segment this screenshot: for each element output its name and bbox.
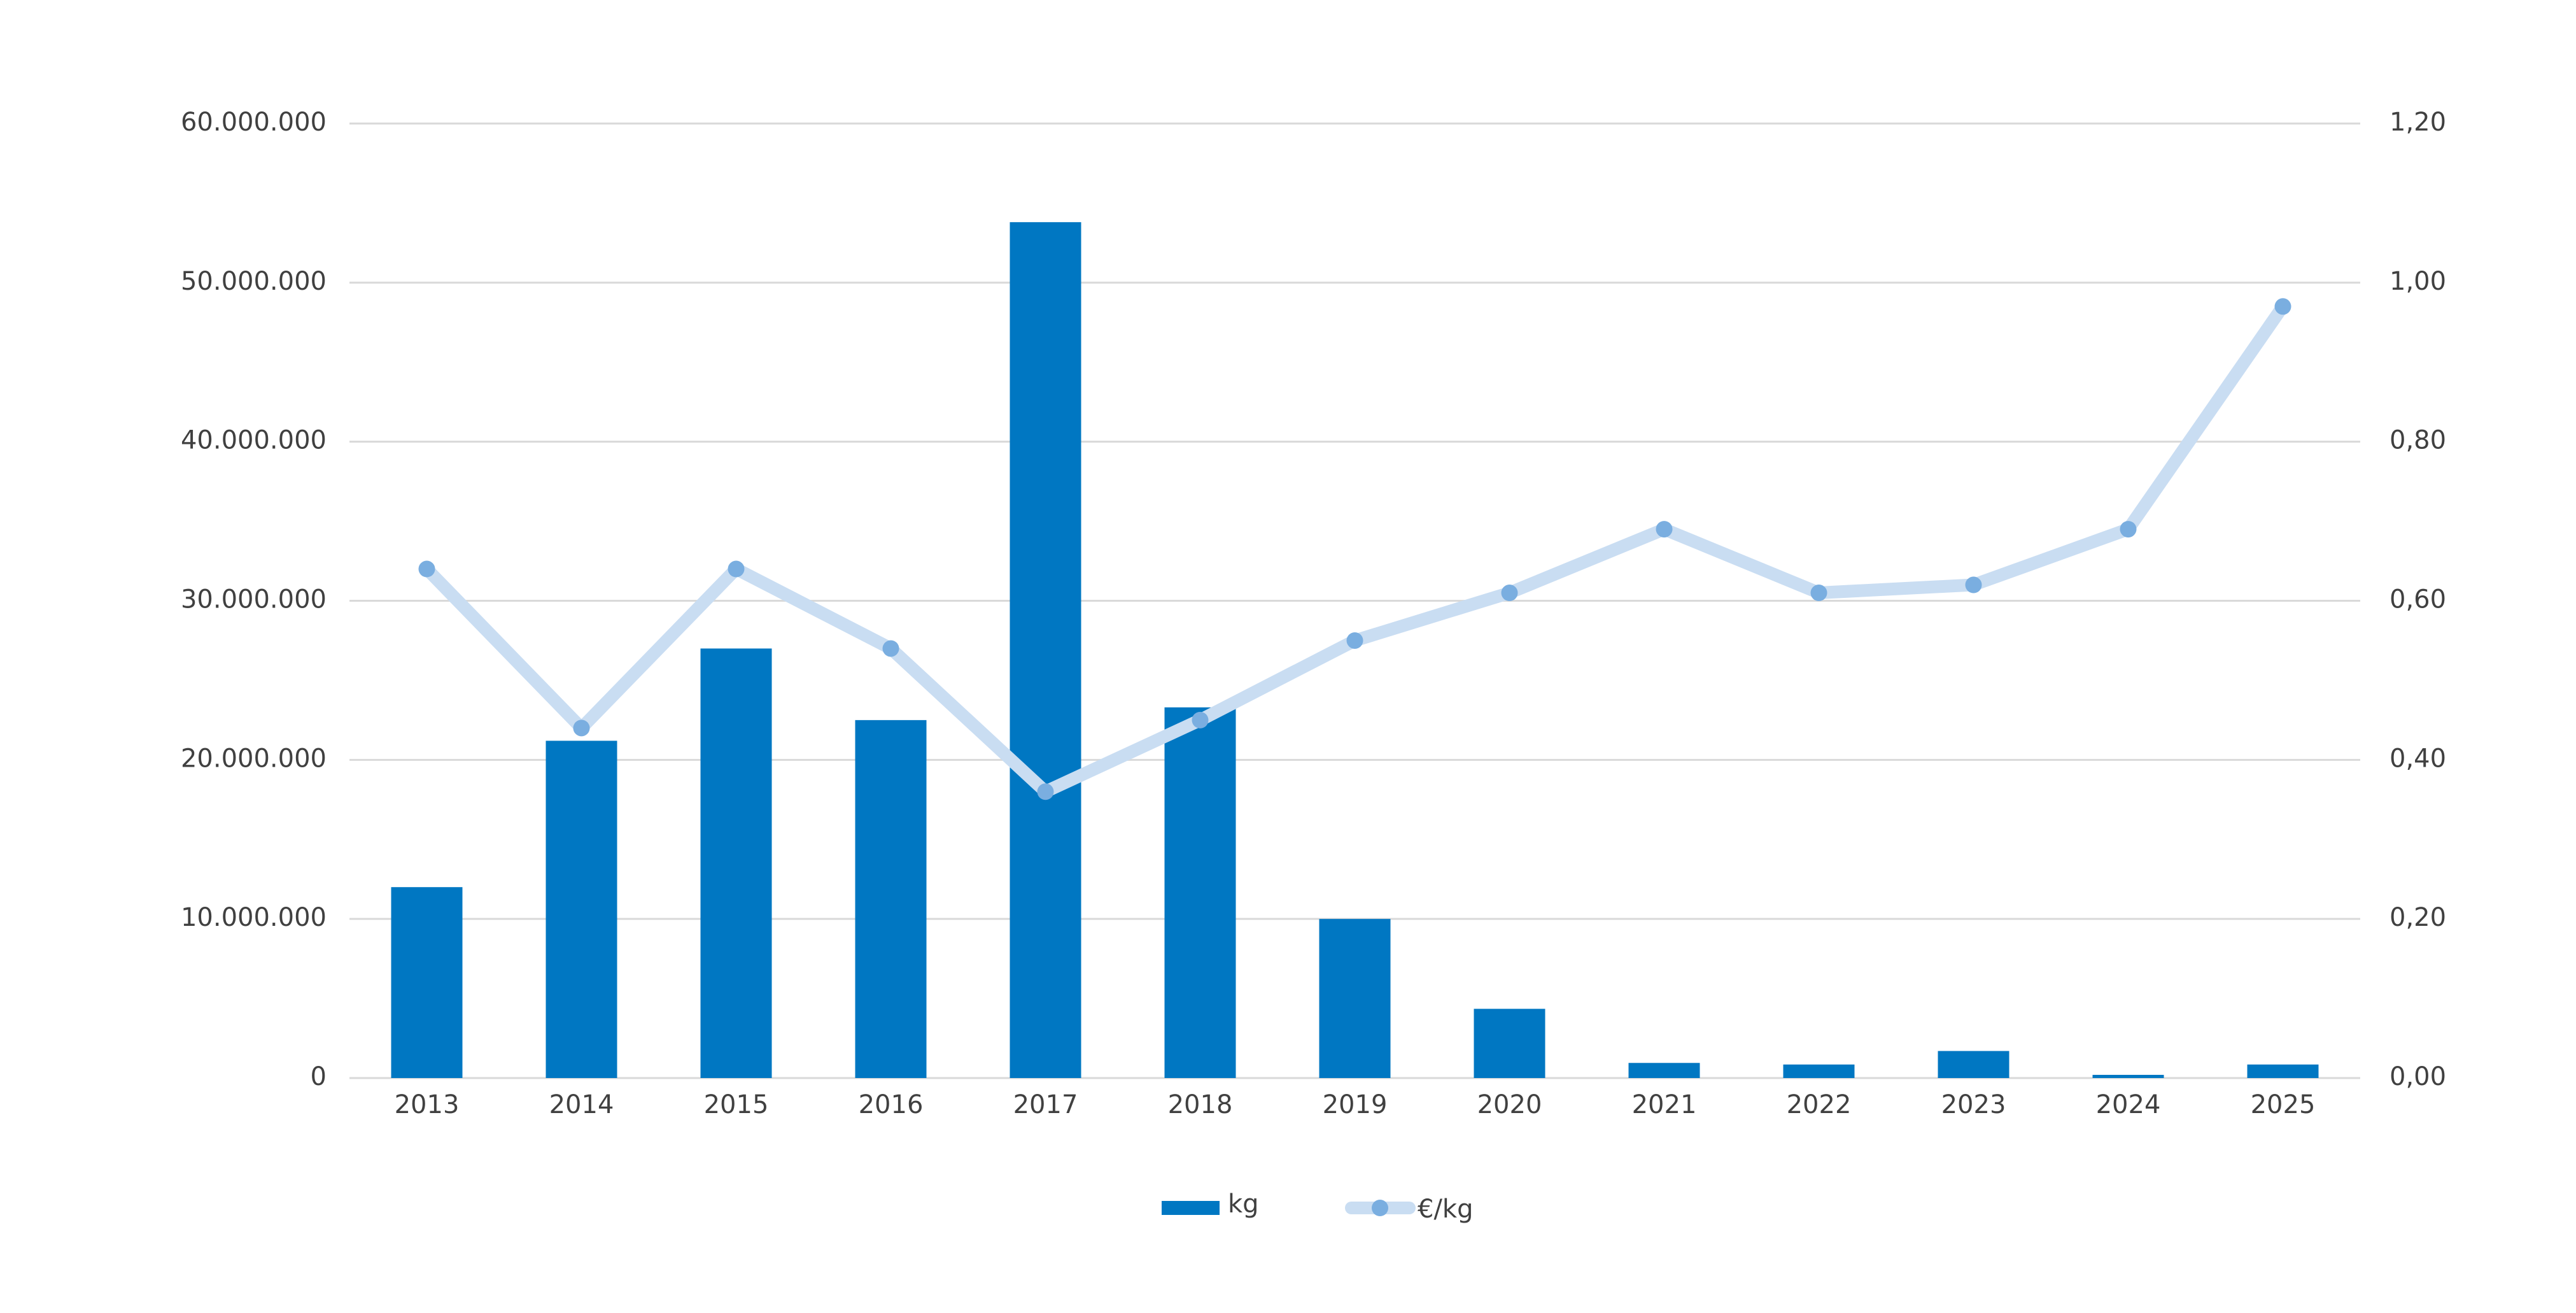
bar (2092, 1075, 2164, 1078)
legend-label: kg (1228, 1189, 1259, 1219)
x-tick-label: 2013 (395, 1090, 460, 1119)
y-tick-label: 50.000.000 (181, 267, 327, 296)
legend-swatch (1162, 1201, 1220, 1215)
marker (1346, 632, 1363, 649)
x-tick-label: 2023 (1941, 1090, 2006, 1119)
x-tick-label: 2019 (1323, 1090, 1388, 1119)
marker (1810, 585, 1827, 602)
x-tick-label: 2014 (549, 1090, 614, 1119)
legend-label: €/kg (1418, 1195, 1473, 1224)
y2-tick-label: 0,60 (2389, 585, 2446, 614)
marker (2120, 521, 2137, 538)
x-tick-label: 2025 (2251, 1090, 2316, 1119)
y2-tick-label: 0,80 (2389, 426, 2446, 455)
bar (700, 648, 772, 1078)
bar (1938, 1051, 2009, 1078)
bar (1474, 1009, 1545, 1078)
legend-marker (1372, 1200, 1388, 1216)
y2-tick-label: 0,20 (2389, 903, 2446, 932)
x-tick-label: 2015 (704, 1090, 769, 1119)
marker (1037, 783, 1054, 800)
y-tick-label: 30.000.000 (181, 585, 327, 614)
bar (855, 720, 927, 1078)
y2-tick-label: 1,00 (2389, 267, 2446, 296)
bar (1628, 1063, 1700, 1078)
marker (2274, 298, 2291, 315)
bar (391, 887, 463, 1078)
y2-tick-label: 0,40 (2389, 744, 2446, 773)
bar (1010, 222, 1081, 1078)
marker (728, 560, 745, 578)
x-tick-label: 2020 (1477, 1090, 1542, 1119)
x-tick-label: 2018 (1168, 1090, 1233, 1119)
bar (2247, 1064, 2319, 1078)
bar (1164, 707, 1236, 1078)
y-tick-label: 40.000.000 (181, 426, 327, 455)
x-tick-label: 2024 (2096, 1090, 2161, 1119)
marker (882, 640, 899, 657)
x-tick-label: 2021 (1632, 1090, 1697, 1119)
y2-tick-label: 1,20 (2389, 108, 2446, 137)
marker (1965, 576, 1982, 593)
x-tick-label: 2017 (1013, 1090, 1078, 1119)
marker (1192, 711, 1209, 728)
y-tick-label: 60.000.000 (181, 108, 327, 137)
bar (1783, 1064, 1855, 1078)
y-tick-label: 20.000.000 (181, 744, 327, 773)
y2-tick-label: 0,00 (2389, 1062, 2446, 1091)
marker (573, 720, 590, 737)
marker (1656, 521, 1673, 538)
bar (545, 741, 617, 1078)
x-tick-label: 2016 (859, 1090, 924, 1119)
x-tick-label: 2022 (1787, 1090, 1852, 1119)
marker (1501, 585, 1518, 602)
bar (1319, 919, 1391, 1078)
y-tick-label: 10.000.000 (181, 903, 327, 932)
marker (418, 560, 435, 578)
y-tick-label: 0 (311, 1062, 327, 1091)
